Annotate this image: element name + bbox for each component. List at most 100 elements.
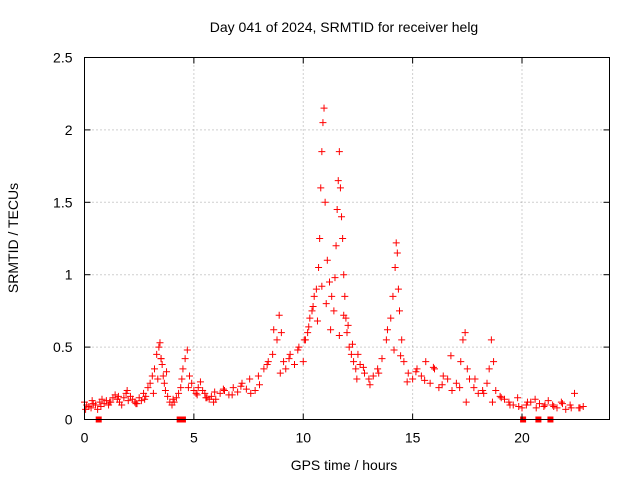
data-point [318, 148, 326, 156]
data-point [383, 326, 391, 334]
data-point [207, 392, 215, 400]
data-point [567, 404, 575, 412]
data-point [336, 184, 344, 192]
data-point [378, 355, 386, 363]
data-point [280, 358, 288, 366]
data-point [321, 198, 329, 206]
data-point [154, 375, 162, 383]
data-point [369, 372, 377, 380]
x-axis-label: GPS time / hours [291, 457, 398, 473]
data-point [332, 242, 340, 250]
data-point [331, 274, 339, 282]
data-point [234, 388, 242, 396]
data-point [326, 278, 333, 286]
data-point [269, 350, 277, 358]
data-point [562, 405, 570, 413]
data-point [237, 382, 245, 390]
data-point [335, 332, 343, 340]
data-point [350, 358, 358, 366]
data-point [254, 372, 262, 380]
data-point [327, 326, 335, 334]
data-point [186, 372, 193, 380]
data-point [282, 365, 290, 373]
data-point [439, 372, 447, 380]
data-point [579, 402, 587, 410]
data-point [330, 307, 338, 315]
data-point [514, 394, 522, 402]
data-point [485, 365, 493, 373]
data-point [305, 323, 313, 331]
data-point [340, 311, 348, 319]
data-point [192, 389, 200, 397]
data-point [459, 336, 467, 344]
data-point [345, 343, 353, 351]
data-point [242, 385, 250, 393]
data-point [157, 355, 165, 363]
data-point [277, 329, 285, 337]
data-point [196, 378, 204, 386]
data-point [169, 395, 177, 403]
plot-frame [84, 57, 610, 420]
data-point [179, 365, 187, 373]
data-point [426, 379, 434, 387]
data-point [149, 389, 157, 397]
data-point [219, 385, 227, 393]
data-point [164, 392, 172, 400]
data-point [359, 363, 367, 371]
data-point [480, 389, 488, 397]
data-point [122, 389, 130, 397]
data-point [334, 177, 342, 185]
data-point [181, 355, 189, 363]
data-point [318, 282, 326, 290]
data-point [496, 392, 504, 400]
grid-lines [84, 57, 610, 420]
data-point [400, 358, 408, 366]
data-point [299, 358, 307, 366]
data-point [316, 235, 324, 242]
data-point [391, 263, 399, 271]
data-point [479, 387, 487, 395]
data-point [536, 400, 543, 408]
data-point [448, 387, 456, 395]
data-point [270, 326, 278, 334]
data-point [438, 381, 446, 389]
data-point [123, 387, 131, 395]
data-point [313, 317, 321, 325]
data-point [319, 119, 327, 127]
data-point [375, 369, 383, 377]
data-point [366, 381, 374, 389]
data-point [339, 235, 347, 242]
y-tick-label: 1.5 [53, 194, 73, 210]
data-point [304, 329, 312, 337]
data-point [343, 329, 351, 337]
data-point [429, 363, 437, 371]
data-point [457, 358, 465, 366]
data-point [452, 379, 460, 387]
data-point [347, 350, 355, 358]
data-point [403, 378, 411, 386]
data-point [412, 368, 420, 376]
data-point [470, 384, 478, 392]
data-point [172, 394, 180, 402]
data-point [300, 336, 308, 344]
data-point [463, 365, 471, 373]
data-point [160, 379, 168, 387]
y-tick-label: 2 [65, 122, 73, 138]
data-point [273, 336, 281, 344]
data-point [106, 398, 114, 406]
data-point [87, 404, 95, 412]
data-point [88, 397, 96, 405]
data-point [91, 401, 99, 409]
data-point [178, 375, 186, 383]
data-point [132, 400, 140, 408]
data-point [501, 395, 508, 403]
data-point [94, 405, 102, 413]
data-point [571, 389, 578, 397]
data-point [518, 404, 526, 412]
data-point [315, 263, 323, 271]
data-point [444, 375, 452, 383]
data-point [531, 395, 539, 403]
data-point [497, 394, 505, 402]
data-point [146, 379, 154, 387]
